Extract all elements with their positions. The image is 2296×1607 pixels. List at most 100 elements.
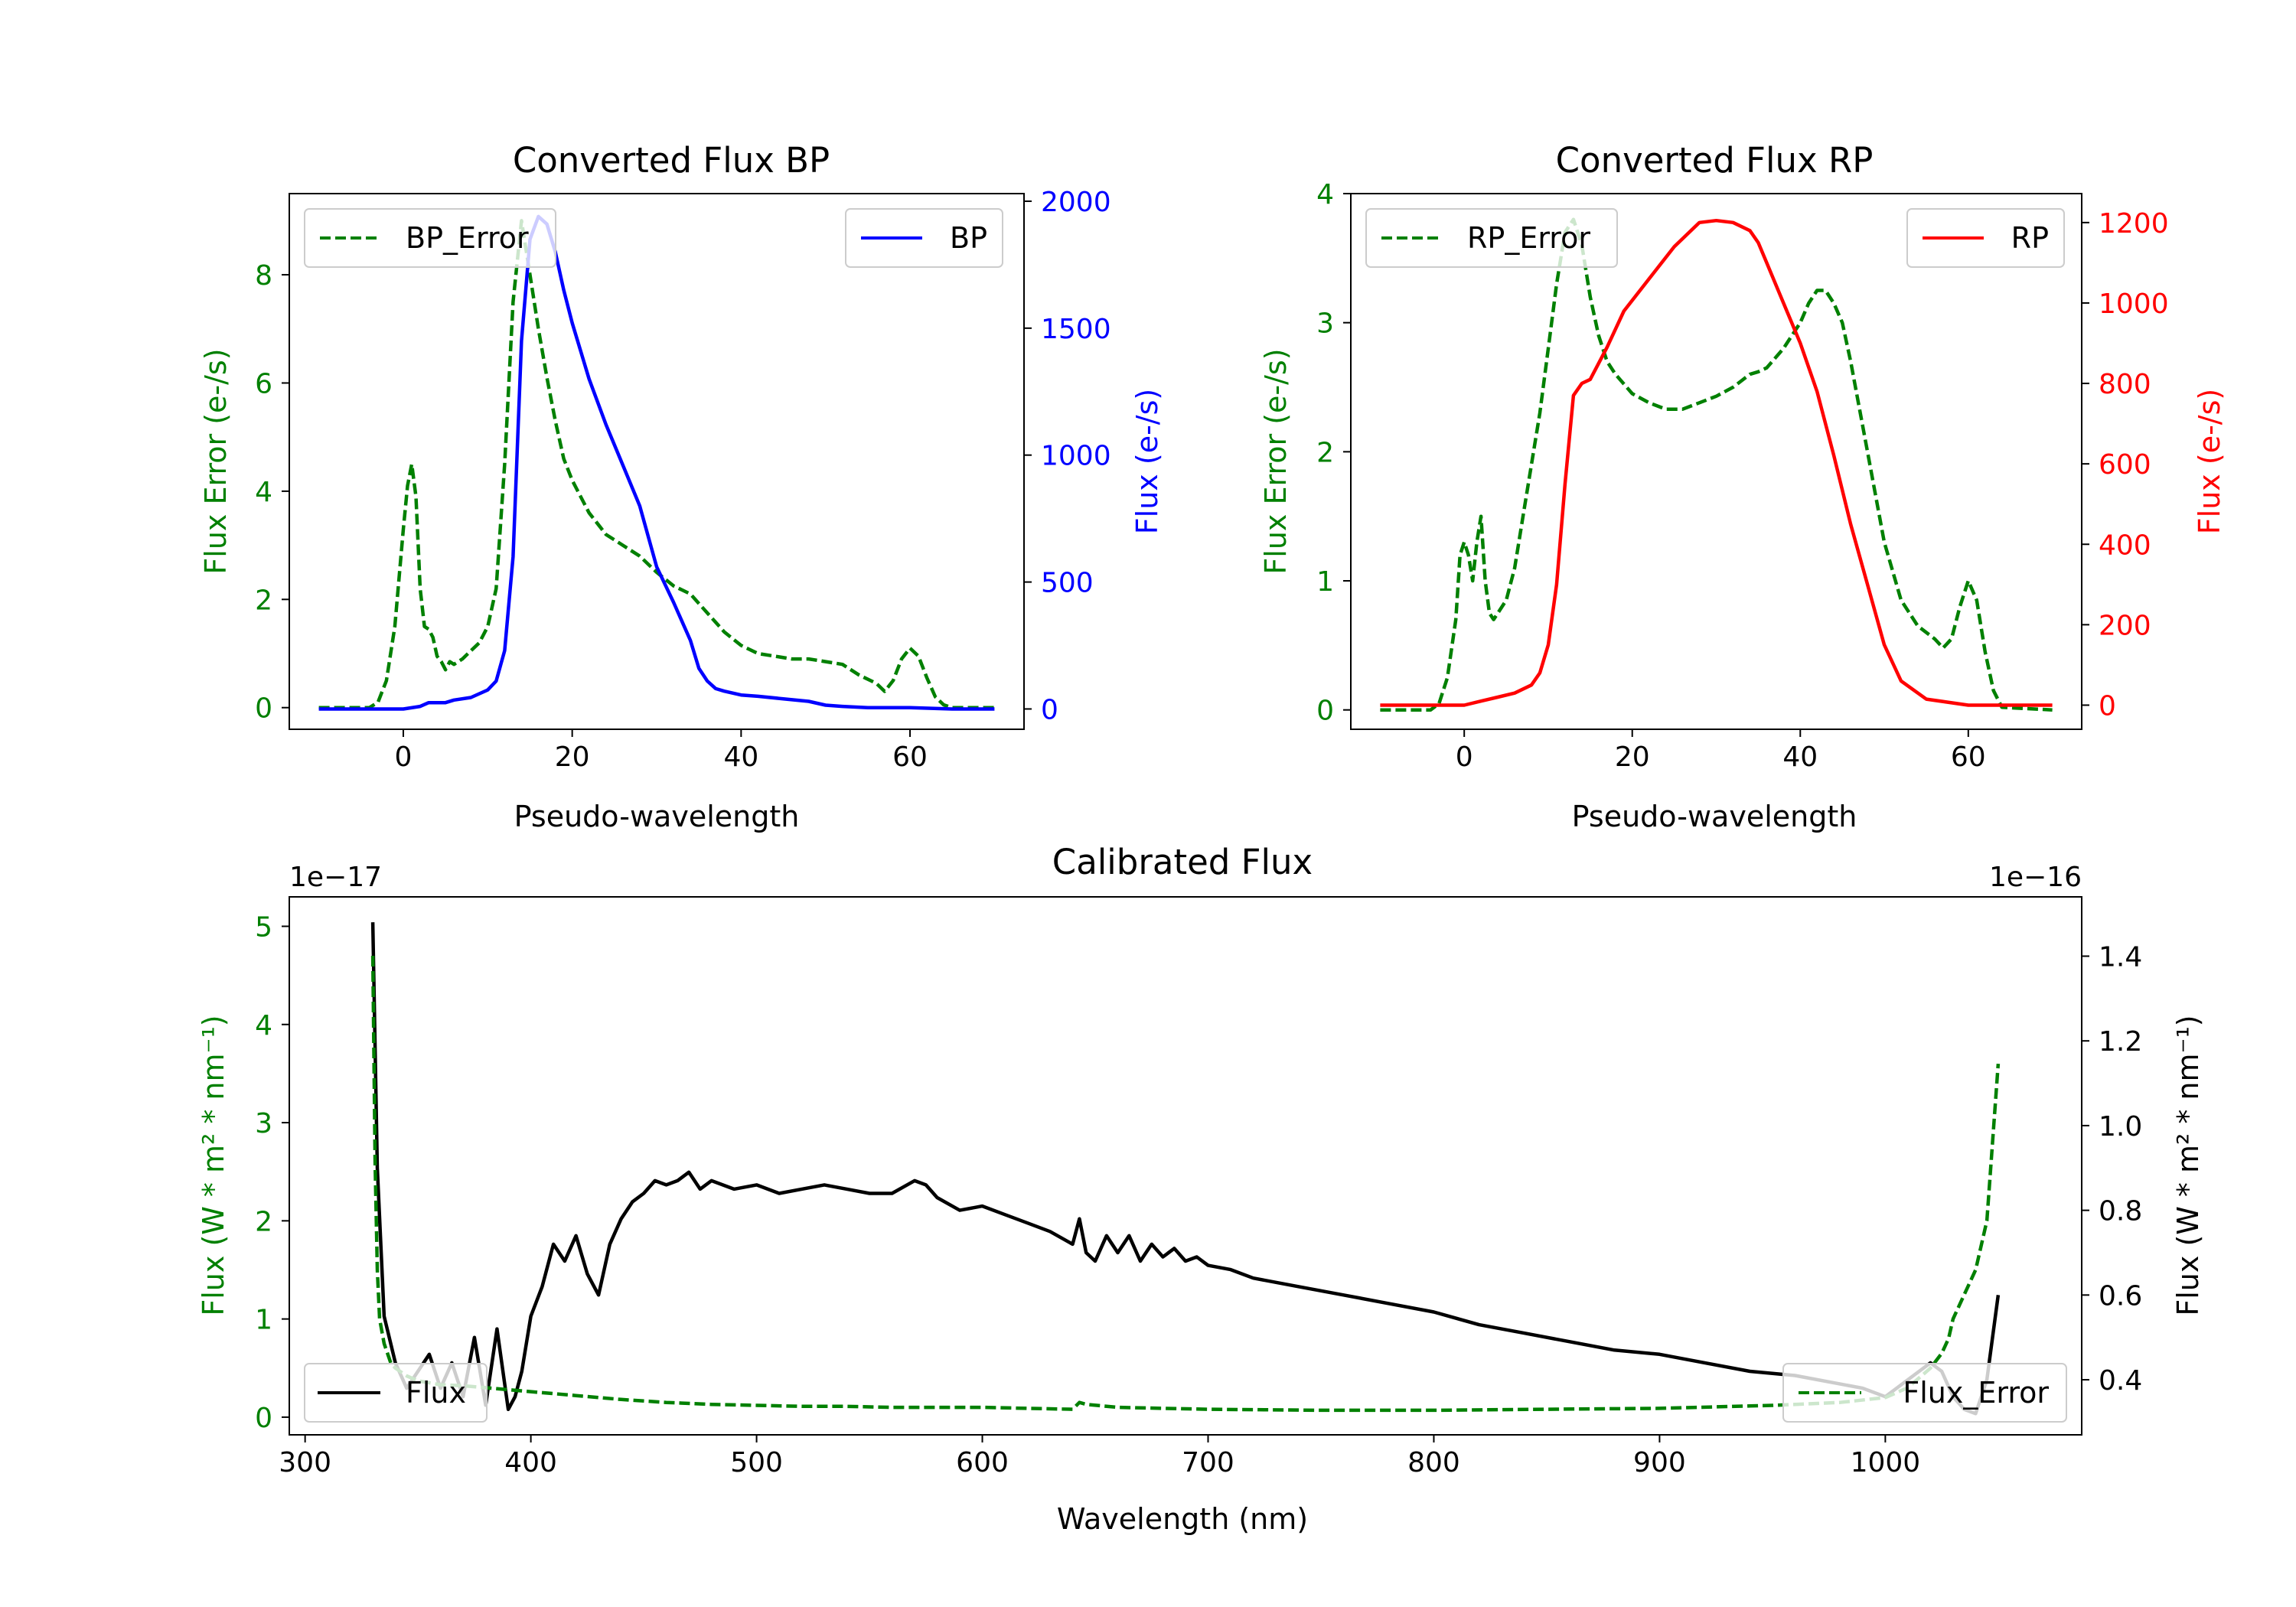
calibrated-left-y-tick-label: 1	[255, 1305, 272, 1336]
bp-axes-frame	[289, 193, 1025, 730]
bp-x-tick-label: 60	[892, 742, 928, 773]
bp-left-y-tick-label: 2	[255, 585, 272, 616]
rp-axes-frame	[1350, 193, 2082, 730]
calibrated-left-y-tick-label: 2	[255, 1206, 272, 1237]
calibrated-left-y-tick-label: 5	[255, 911, 272, 943]
rp-error-legend: RP_Error	[1365, 208, 1618, 268]
calibrated-left-y-label: Flux (W * m² * nm⁻¹)	[197, 1015, 230, 1315]
calibrated-series-flux-error-line	[370, 955, 2001, 1413]
rp-right-y-tick-label: 1200	[2099, 208, 2169, 240]
rp-x-label: Pseudo-wavelength	[1572, 800, 1857, 833]
bp-series-bp-line	[318, 214, 995, 711]
calibrated-left-y-tick-label: 4	[255, 1010, 272, 1041]
bp-right-y-label: Flux (e-/s)	[1130, 389, 1164, 534]
calibrated-x-label: Wavelength (nm)	[1057, 1502, 1308, 1536]
calibrated-x-tick-label: 400	[504, 1447, 557, 1478]
calibrated-error-legend: Flux_Error	[1782, 1363, 2067, 1423]
rp-right-y-tick-label: 800	[2099, 369, 2151, 400]
calibrated-left-y-tick-label: 3	[255, 1108, 272, 1139]
calibrated-plot-area	[370, 922, 2001, 1416]
calibrated-flux-legend: Flux	[304, 1363, 488, 1423]
rp-left-y-tick-label: 2	[1316, 437, 1334, 468]
rp-chart: Converted Flux RP 0 20 40 60 0 1 2 3 4 0 200 400 6…	[1259, 140, 2226, 833]
calibrated-x-tick-label: 800	[1407, 1447, 1460, 1478]
calibrated-x-tick-label: 300	[279, 1447, 331, 1478]
bp-x-axis: 0 20 40 60	[395, 729, 928, 773]
bp-right-y-axis: 0 500 1000 1500 2000	[1024, 187, 1111, 725]
bp-left-y-axis: 0 2 4 6 8	[255, 260, 289, 725]
bp-right-y-tick-label: 0	[1041, 694, 1058, 725]
calibrated-chart: Calibrated Flux 300 400 500 600 700 800 900 100…	[197, 842, 2205, 1536]
rp-series-rp-error-line	[1380, 217, 2053, 712]
rp-right-y-tick-label: 600	[2099, 449, 2151, 481]
rp-right-y-axis: 0 200 400 600 800 1000 1200	[2082, 208, 2169, 722]
bp-chart: Converted Flux BP 0 20 40 60 0 2 4 6 8 0 500 1000…	[199, 140, 1164, 833]
rp-left-y-label: Flux Error (e-/s)	[1259, 348, 1293, 574]
bp-error-legend-label: BP_Error	[406, 221, 529, 255]
bp-right-y-tick-label: 1500	[1041, 314, 1111, 345]
bp-right-y-tick-label: 500	[1041, 568, 1094, 599]
calibrated-right-y-tick-label: 0.6	[2099, 1280, 2142, 1312]
rp-left-y-tick-label: 3	[1316, 308, 1334, 340]
calibrated-left-y-axis: 0 1 2 3 4 5	[255, 911, 289, 1434]
calibrated-flux-legend-label: Flux	[406, 1376, 466, 1410]
calibrated-right-y-tick-label: 0.4	[2099, 1365, 2142, 1397]
rp-right-y-tick-label: 400	[2099, 530, 2151, 561]
bp-x-tick-label: 40	[723, 742, 758, 773]
bp-left-y-tick-label: 0	[255, 693, 272, 725]
calibrated-title: Calibrated Flux	[1052, 842, 1313, 882]
rp-left-y-tick-label: 1	[1316, 566, 1334, 598]
rp-x-tick-label: 20	[1615, 742, 1650, 773]
calibrated-right-y-tick-label: 1.4	[2099, 941, 2142, 973]
calibrated-series-flux-line	[370, 922, 2001, 1416]
bp-right-y-tick-label: 2000	[1041, 187, 1111, 218]
rp-right-y-tick-label: 0	[2099, 690, 2116, 722]
rp-plot-area	[1380, 217, 2053, 712]
rp-x-tick-label: 40	[1782, 742, 1818, 773]
calibrated-x-tick-label: 1000	[1851, 1447, 1921, 1478]
rp-title: Converted Flux RP	[1556, 140, 1874, 181]
bp-left-y-tick-label: 4	[255, 477, 272, 508]
calibrated-error-legend-label: Flux_Error	[1903, 1376, 2049, 1410]
bp-legend: BP	[845, 208, 1003, 268]
rp-left-y-tick-label: 0	[1316, 696, 1334, 727]
bp-x-label: Pseudo-wavelength	[514, 800, 800, 833]
calibrated-right-y-axis: 0.4 0.6 0.8 1.0 1.2 1.4	[2082, 941, 2142, 1397]
bp-title: Converted Flux BP	[513, 140, 830, 181]
calibrated-right-y-label: Flux (W * m² * nm⁻¹)	[2171, 1015, 2205, 1315]
calibrated-right-y-tick-label: 0.8	[2099, 1196, 2142, 1227]
calibrated-x-tick-label: 700	[1182, 1447, 1234, 1478]
rp-legend: RP	[1906, 208, 2065, 268]
calibrated-x-tick-label: 600	[956, 1447, 1009, 1478]
calibrated-left-y-tick-label: 0	[255, 1403, 272, 1434]
calibrated-left-offset-label: 1e−17	[289, 862, 382, 893]
rp-x-tick-label: 0	[1456, 742, 1473, 773]
bp-x-tick-label: 20	[555, 742, 590, 773]
rp-right-y-tick-label: 1000	[2099, 288, 2169, 320]
bp-left-y-label: Flux Error (e-/s)	[199, 348, 233, 574]
bp-right-y-tick-label: 1000	[1041, 441, 1111, 472]
rp-right-y-tick-label: 200	[2099, 610, 2151, 641]
bp-legend-label: BP	[950, 221, 987, 255]
calibrated-x-tick-label: 500	[730, 1447, 783, 1478]
rp-left-y-tick-label: 4	[1316, 179, 1334, 210]
rp-x-tick-label: 60	[1951, 742, 1986, 773]
bp-plot-area	[318, 214, 995, 711]
rp-right-y-label: Flux (e-/s)	[2193, 389, 2226, 534]
calibrated-axes-frame	[289, 896, 2082, 1436]
rp-left-y-axis: 0 1 2 3 4	[1316, 179, 1351, 727]
bp-left-y-tick-label: 6	[255, 368, 272, 399]
bp-left-y-tick-label: 8	[255, 260, 272, 292]
calibrated-right-y-tick-label: 1.0	[2099, 1111, 2142, 1143]
rp-series-rp-line	[1380, 218, 2053, 707]
calibrated-x-tick-label: 900	[1633, 1447, 1686, 1478]
rp-x-axis: 0 20 40 60	[1456, 729, 1986, 773]
calibrated-right-y-tick-label: 1.2	[2099, 1026, 2142, 1058]
calibrated-x-axis: 300 400 500 600 700 800 900 1000	[279, 1435, 1920, 1478]
bp-error-legend: BP_Error	[304, 208, 556, 268]
rp-legend-label: RP	[2011, 221, 2049, 255]
calibrated-right-offset-label: 1e−16	[1989, 862, 2082, 893]
bp-series-bp-error-line	[318, 219, 995, 709]
bp-x-tick-label: 0	[395, 742, 413, 773]
